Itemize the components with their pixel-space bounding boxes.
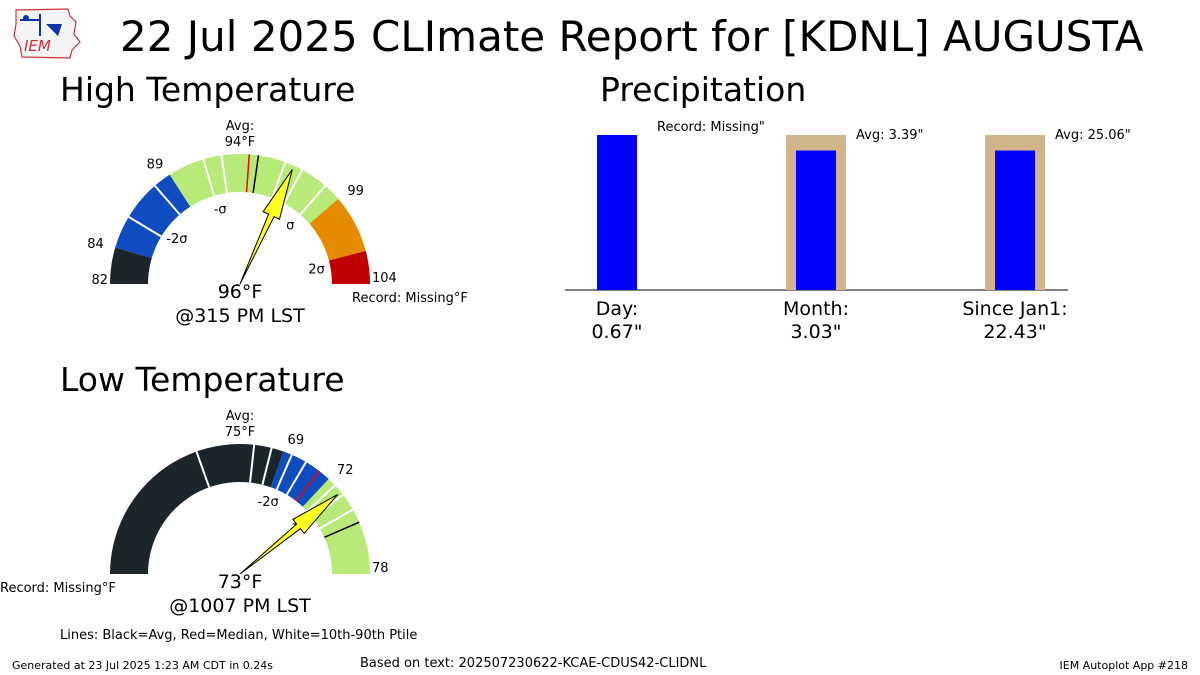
low-temp-title: Low Temperature	[60, 360, 345, 399]
generated-timestamp: Generated at 23 Jul 2025 1:23 AM CDT in …	[12, 659, 273, 672]
precip-category-label: Since Jan1:	[962, 298, 1067, 320]
gauge-band	[110, 443, 284, 574]
gauge-percentile-line	[285, 461, 307, 496]
gauge-observed-time: @1007 PM LST	[169, 595, 311, 617]
precip-annotation: Record: Missing"	[657, 120, 765, 135]
precip-annotation: Avg: 3.39"	[856, 128, 924, 143]
gauge-percentile-line	[220, 155, 228, 194]
gauge-sigma-label: -2σ	[258, 495, 279, 510]
gauge-band	[302, 478, 370, 574]
gauge-sigma-label: -2σ	[166, 232, 187, 247]
gauge-percentile-line	[306, 484, 336, 512]
gauge-band-divider	[195, 451, 211, 488]
precip-bar	[796, 150, 836, 290]
logo-text: IEM	[24, 37, 51, 55]
gauge-avg-line	[252, 155, 260, 194]
precip-bar	[597, 135, 637, 290]
gauge-observed-value: 73°F	[218, 571, 263, 593]
gauge-record-label: Record: Missing°F	[352, 291, 468, 306]
source-text: Based on text: 202507230622-KCAE-CDUS42-…	[360, 656, 707, 671]
gauge-percentile-line	[283, 169, 304, 204]
gauge-sigma-label: σ	[286, 218, 294, 233]
gauge-tick-label: 82	[91, 273, 108, 288]
gauge-tick-label: 69	[288, 433, 305, 448]
precip-annotation: Avg: 25.06"	[1055, 128, 1131, 143]
gauge-percentile-line	[275, 454, 293, 491]
gauge-tick-label: 72	[337, 463, 354, 478]
gauge-band	[115, 174, 191, 259]
gauge-tick-label: 99	[347, 184, 364, 199]
gauge-sigma-label: 2σ	[308, 263, 325, 278]
gauge-tick-label: 89	[147, 158, 164, 173]
precip-value-label: 3.03"	[790, 321, 841, 343]
gauge-observed-value: 96°F	[218, 281, 263, 303]
page-title: 22 Jul 2025 CLImate Report for [KDNL] AU…	[120, 12, 1144, 61]
gauge-band	[270, 451, 329, 507]
gauge-avg-value: 75°F	[225, 425, 256, 440]
gauge-avg-label: Avg:	[226, 409, 254, 424]
gauge-percentile-line	[319, 508, 354, 530]
precip-title: Precipitation	[600, 70, 807, 109]
iem-logo: IEM	[10, 6, 84, 60]
gauge-median-line	[295, 470, 320, 502]
gauge-band-divider	[249, 444, 256, 483]
gauge-needle	[239, 169, 293, 285]
iem-logo-graphic: IEM	[13, 8, 81, 59]
gauge-band	[110, 247, 152, 284]
gauge-band-divider	[154, 185, 181, 216]
gauge-band-divider	[261, 447, 273, 486]
gauge-percentile-line	[299, 185, 326, 216]
precip-bar	[995, 150, 1035, 290]
app-id: IEM Autoplot App #218	[1059, 659, 1189, 672]
high-temp-title: High Temperature	[60, 70, 356, 109]
gauge-band-top	[328, 250, 370, 284]
gauge-percentile-line	[202, 158, 216, 197]
precip-category-label: Month:	[783, 298, 849, 320]
precip-value-label: 22.43"	[983, 321, 1046, 343]
gauge-sigma-label: -σ	[214, 203, 227, 218]
gauge-observed-time: @315 PM LST	[175, 305, 305, 327]
gauge-avg-line	[324, 521, 360, 539]
gauge-avg-label: Avg:	[226, 119, 254, 134]
precip-category-label: Day:	[596, 298, 639, 320]
gauge-avg-value: 94°F	[225, 135, 256, 150]
gauge-needle	[239, 494, 339, 575]
gauge-record-label: Record: Missing°F	[0, 581, 116, 596]
gauge-tick-label: 104	[372, 271, 397, 286]
gauge-tick-label: 84	[87, 237, 104, 252]
precip-value-label: 0.67"	[591, 321, 642, 343]
legend-note: Lines: Black=Avg, Red=Median, White=10th…	[60, 628, 418, 643]
gauge-band-divider	[128, 216, 162, 238]
gauge-median-line	[245, 154, 251, 193]
gauge-tick-label: 78	[372, 561, 389, 576]
gauge-percentile-line	[271, 161, 287, 199]
